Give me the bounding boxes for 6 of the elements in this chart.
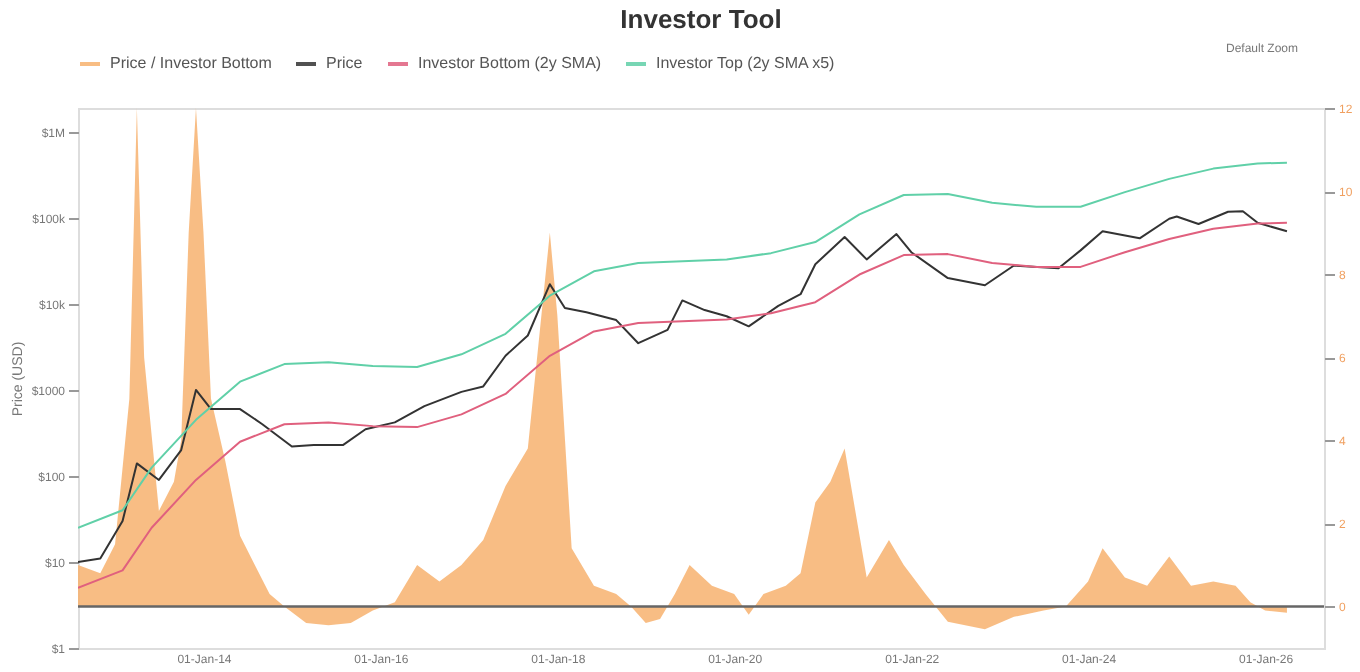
legend-label: Investor Top (2y SMA x5) [656, 54, 836, 72]
legend-label: Price / Investor Bottom [110, 54, 273, 72]
chart-title: Investor Tool [620, 4, 782, 34]
legend-label: Price [326, 54, 364, 72]
legend-label: Investor Bottom (2y SMA) [418, 54, 602, 72]
line-series [78, 161, 1288, 529]
